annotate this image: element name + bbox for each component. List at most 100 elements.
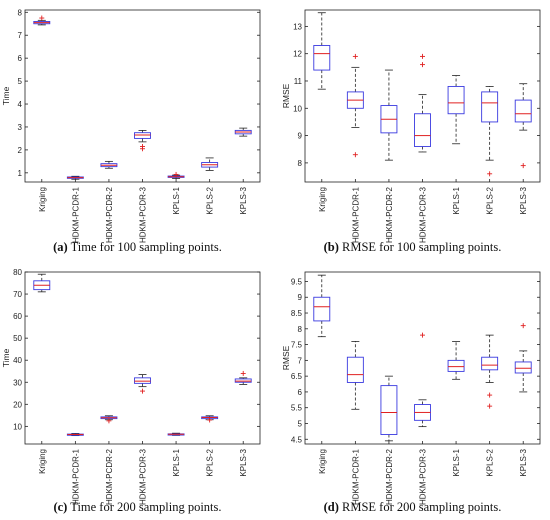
outlier-marker	[420, 332, 425, 338]
panel-d: 4.5 5 5.5 6 6.5 7 7.5 8 8.5 9 9.5 RMSE Kriging HDKM-P…	[281, 271, 541, 505]
outlier-marker	[173, 171, 179, 177]
y-tick-label: 10	[293, 104, 302, 113]
iqr-box	[234, 378, 252, 383]
box-hdkm-pcdr-1: HDKM-PCDR-1	[66, 175, 84, 243]
outlier-marker	[106, 418, 112, 424]
x-tick-label: HDKM-PCDR-3	[139, 186, 148, 243]
box-hdkm-pcdr-2: HDKM-PCDR-2	[380, 69, 398, 243]
y-tick-label: 8	[298, 325, 303, 334]
x-tick-label: Kriging	[38, 449, 47, 474]
box-hdkm-pcdr-1: HDKM-PCDR-1	[346, 341, 364, 505]
caption-d-text: RMSE for 200 sampling points.	[338, 500, 502, 514]
iqr-box	[414, 113, 431, 147]
y-tick-label: 20	[13, 400, 22, 409]
y-tick-label: 7	[298, 356, 303, 365]
box-hdkm-pcdr-2: HDKM-PCDR-2	[100, 415, 118, 505]
y-tick-label: 9.5	[291, 277, 303, 286]
iqr-box	[134, 132, 151, 139]
outlier-marker	[487, 403, 493, 409]
iqr-box	[514, 99, 532, 123]
caption-a-tag: (a)	[53, 240, 68, 254]
y-tick-label: 8	[298, 159, 303, 168]
x-tick-label: HDKM-PCDR-1	[351, 448, 360, 505]
outlier-marker	[39, 15, 45, 21]
outlier-marker	[487, 171, 493, 177]
y-tick-label: 4.5	[291, 435, 303, 444]
outlier-marker	[352, 152, 358, 158]
y-tick-label: 30	[13, 378, 22, 387]
outlier-marker	[140, 143, 145, 149]
caption-c: (c) Time for 200 sampling points.	[0, 500, 275, 515]
caption-c-text: Time for 200 sampling points.	[67, 500, 222, 514]
x-tick-label: HDKM-PCDR-2	[105, 186, 114, 243]
y-tick-label: 5	[18, 77, 23, 86]
outlier-marker	[240, 370, 246, 376]
outlier-marker	[352, 53, 358, 59]
box-kpls-1: KPLS-1	[447, 75, 465, 215]
box-kpls-2: KPLS-2	[201, 157, 219, 215]
box-kpls-3: KPLS-3	[234, 370, 252, 477]
y-tick-label: 50	[13, 334, 22, 343]
iqr-box	[313, 296, 331, 322]
box-hdkm-pcdr-1: HDKM-PCDR-1	[346, 53, 364, 243]
iqr-box	[346, 356, 364, 383]
box-hdkm-pcdr-2: HDKM-PCDR-2	[380, 375, 398, 505]
x-tick-label: HDKM-PCDR-1	[71, 186, 80, 243]
box-kriging: Kriging	[313, 274, 331, 474]
caption-b-text: RMSE for 100 sampling points.	[338, 240, 502, 254]
y-axis-label: RMSE	[281, 345, 291, 370]
box-hdkm-pcdr-3: HDKM-PCDR-3	[134, 374, 151, 505]
iqr-box	[481, 91, 499, 123]
y-tick-label: 9	[298, 132, 303, 141]
box-kpls-3: KPLS-3	[234, 127, 252, 215]
y-tick-label: 6	[18, 54, 23, 63]
x-tick-label: HDKM-PCDR-2	[385, 448, 394, 505]
y-tick-label: 6.5	[291, 372, 303, 381]
x-tick-label: KPLS-2	[486, 186, 495, 214]
x-tick-label: HDKM-PCDR-1	[71, 448, 80, 505]
box-kpls-3: KPLS-3	[514, 83, 532, 215]
y-tick-label: 70	[13, 290, 22, 299]
caption-c-tag: (c)	[53, 500, 68, 514]
x-tick-label: KPLS-3	[239, 186, 248, 214]
box-hdkm-pcdr-2: HDKM-PCDR-2	[100, 160, 118, 243]
iqr-box	[447, 85, 465, 115]
x-tick-label: KPLS-1	[172, 186, 181, 214]
y-tick-label: 12	[293, 50, 302, 59]
y-tick-label: 5.5	[291, 404, 303, 413]
x-tick-label: HDKM-PCDR-2	[385, 186, 394, 243]
box-kriging: Kriging	[33, 273, 51, 474]
panel-c: 10 20 30 40 50 60 70 80 Time Kriging HDKM-PCDR-1 HD…	[1, 268, 261, 505]
y-axis-label: Time	[1, 86, 11, 105]
x-tick-label: HDKM-PCDR-1	[351, 186, 360, 243]
box-hdkm-pcdr-3: HDKM-PCDR-3	[134, 129, 151, 243]
box-kpls-1: KPLS-1	[167, 171, 185, 215]
y-tick-label: 40	[13, 356, 22, 365]
x-tick-label: KPLS-2	[206, 448, 215, 476]
x-tick-label: KPLS-3	[239, 448, 248, 476]
caption-a: (a) Time for 100 sampling points.	[0, 240, 275, 255]
x-tick-label: Kriging	[318, 187, 327, 212]
panel-a: 1 2 3 4 5 6 7 8 Time Kriging HDKM-PCDR-1 HDKM-PCDR-…	[1, 8, 261, 243]
caption-d-tag: (d)	[323, 500, 339, 514]
caption-b: (b) RMSE for 100 sampling points.	[275, 240, 550, 255]
x-tick-label: KPLS-2	[206, 186, 215, 214]
y-tick-label: 5	[298, 419, 303, 428]
x-tick-label: KPLS-1	[452, 448, 461, 476]
iqr-box	[481, 356, 499, 371]
box-kriging: Kriging	[313, 12, 331, 212]
x-tick-label: HDKM-PCDR-2	[105, 448, 114, 505]
panel-c-frame	[24, 271, 261, 445]
x-tick-label: HDKM-PCDR-3	[139, 448, 148, 505]
iqr-box	[134, 377, 151, 384]
y-tick-label: 11	[294, 77, 303, 86]
outlier-marker	[520, 323, 526, 329]
y-tick-label: 60	[13, 312, 22, 321]
x-tick-label: KPLS-3	[519, 186, 528, 214]
x-tick-label: Kriging	[318, 449, 327, 474]
outlier-marker	[420, 62, 425, 68]
y-tick-label: 6	[298, 388, 303, 397]
box-hdkm-pcdr-3: HDKM-PCDR-3	[414, 53, 431, 243]
x-tick-label: KPLS-1	[172, 448, 181, 476]
